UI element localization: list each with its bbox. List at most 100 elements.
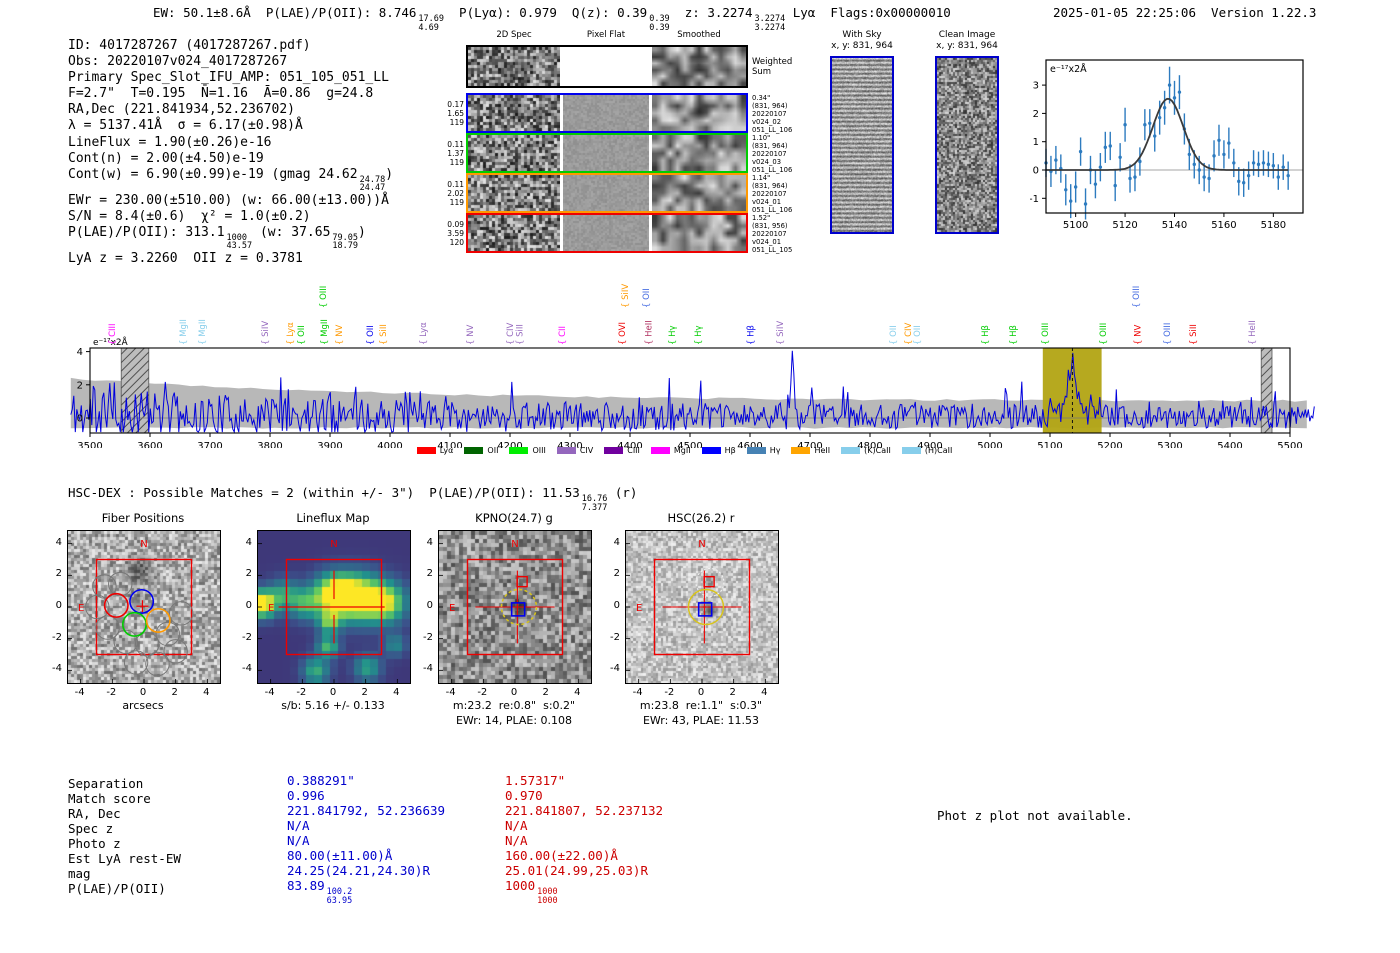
y-tick-label: 2 [426, 568, 433, 580]
emission-line-label: { SiIV [621, 284, 631, 308]
x-tick-label: 0 [697, 687, 705, 698]
summary-text: P(Lyα): 0.979 Q(z): 0.39 [444, 5, 648, 20]
x-tick-label: -2 [296, 687, 307, 698]
y-tick-label: -2 [610, 631, 620, 643]
x-tick-label: 4600 [737, 441, 762, 448]
legend-swatch [509, 447, 529, 454]
x-tick-label: 5120 [1112, 220, 1137, 231]
data-point [1271, 164, 1276, 168]
fraction-top: 24.78 [359, 174, 386, 185]
legend-label: OIII [532, 446, 546, 455]
data-point [1256, 162, 1261, 167]
spec2d-column-header: Smoothed [677, 30, 721, 40]
legend-item: MgII [650, 446, 691, 455]
spectrum-line [70, 350, 1315, 434]
detection-square [510, 602, 526, 617]
info-line: S/N = 8.4(±0.6) χ² = 1.0(±0.2) [68, 209, 393, 225]
emission-line-label: { OVI [618, 322, 628, 345]
data-point [1157, 115, 1162, 120]
emission-line-label: { OII [297, 325, 307, 345]
stacked-fraction: 0.39 0.39 [649, 15, 669, 32]
x-tick-label: 3500 [77, 441, 102, 448]
info-line: LyA z = 3.2260 OII z = 0.3781 [68, 251, 393, 267]
detection-info-block: ID: 4017287267 (4017287267.pdf) Obs: 2022… [68, 38, 393, 267]
legend-label: Lyα [439, 446, 454, 455]
data-point [1246, 173, 1251, 178]
fiber-circle-orange [145, 607, 171, 633]
y-tick-label: 2 [613, 568, 620, 580]
spec2d-panel: 2D Spec Pixel Flat Smoothed Weighted Sum 0.1… [0, 0, 830, 260]
line-fit-inset-plot: 5100 5120 5140 5160 5180 -1 0 1 2 3 e⁻¹⁷x2Å [1030, 59, 1304, 231]
x-tick-label: 5400 [1217, 441, 1242, 448]
legend-label: Hβ [724, 446, 736, 455]
match-cell-text: 25.01(24.99,25.03)R [505, 863, 648, 878]
full-spectrum-plot: 3500 3600 3700 3800 3900 4000 4100 4200 4300 4400… [70, 284, 1315, 448]
x-tick-label: 0 [329, 687, 337, 698]
data-point [1103, 145, 1108, 150]
fraction-top: 100.2 [326, 887, 353, 897]
info-line: Cont(w) = 6.90(±0.99)e-19 (gmag 24.62 24.… [68, 167, 393, 193]
y-tick-label: 0 [77, 414, 83, 425]
info-text: ID: 4017287267 (4017287267.pdf) [68, 38, 311, 53]
spec2d-cell [468, 95, 560, 131]
y-tick-label: 0 [1033, 166, 1039, 177]
pixelflat-cell [563, 47, 649, 86]
spec2d-row [466, 45, 748, 88]
match-table-row-label: Separation [68, 776, 144, 791]
info-text: EWr = 230.00(±510.00) (w: 66.00(±13.00))… [68, 192, 389, 208]
stacked-fraction: 1000 43.57 [227, 234, 253, 251]
emission-line-label: { MgII [320, 319, 330, 345]
legend-label: (H)CaII [924, 446, 953, 455]
x-tick-label: 4500 [677, 441, 702, 448]
data-point [1108, 144, 1112, 148]
spec2d-row [466, 93, 748, 133]
spec2d-row-left-label: 0.09 3.59 120 [447, 220, 464, 247]
emission-line-label: { OIII [1041, 323, 1051, 345]
emission-line-label: { OII [889, 325, 899, 345]
compass-north-label: N [698, 539, 705, 550]
fraction-top: 1000 [226, 232, 248, 243]
cutout-title: HSC(26.2) r [667, 511, 735, 525]
kpno-overlay: NE [439, 539, 579, 683]
x-tick-label: 5000 [977, 441, 1002, 448]
stacked-fraction: 24.78 24.47 [360, 176, 386, 193]
emission-line-label: { CIII [108, 323, 118, 345]
info-text: (w: 37.65 [252, 224, 331, 240]
info-line: Obs: 20220107v024_4017287267 [68, 54, 393, 70]
legend-item: Lyα [416, 446, 454, 455]
data-point [1143, 123, 1147, 127]
fraction-top: 16.76 [581, 494, 608, 504]
spec2d-row-left-label: 0.17 1.65 119 [447, 100, 464, 127]
stacked-fraction: 79.05 18.79 [332, 234, 358, 251]
match-table-row-label: Match score [68, 791, 151, 806]
cutout-xlabel: s/b: 5.16 +/- 0.133 [281, 699, 385, 712]
fraction-top: 0.39 [649, 14, 670, 24]
fraction-bottom: 3.2274 [754, 22, 786, 33]
emission-line-label: { Hβ [1009, 325, 1019, 345]
smoothed-cell [652, 95, 746, 131]
emission-line-label: { NV [1134, 325, 1144, 345]
fiber-circle-red [103, 592, 129, 618]
x-tick-label: 2 [729, 687, 736, 698]
match-table-cell: 221.841807, 52.237132 [505, 803, 663, 818]
emission-line-label: { SiII [379, 324, 389, 345]
neighbor-square [703, 575, 715, 588]
data-point [1078, 149, 1083, 154]
stacked-fraction: 1000 1000 [537, 888, 557, 905]
info-line: Cont(n) = 2.00(±4.50)e-19 [68, 151, 393, 167]
data-point [1148, 121, 1152, 126]
legend-label: (K)CaII [864, 446, 891, 455]
phot-z-note: Phot z plot not available. [937, 808, 1133, 823]
legend-item: OIII [509, 446, 546, 455]
x-tick-label: -2 [477, 687, 488, 698]
legend-swatch [901, 447, 921, 454]
info-line: λ = 5137.41Å σ = 6.17(±0.98)Å [68, 118, 393, 134]
match-cell-text: 1000 [505, 878, 536, 893]
y-tick-label: -4 [242, 663, 252, 675]
emission-line-label: { MgII [179, 319, 189, 345]
info-text: Obs: 20220107v024_4017287267 [68, 54, 288, 70]
fiber-circle-gray [123, 650, 149, 675]
y-tick-label: 1 [1033, 137, 1039, 148]
info-text: P(LAE)/P(OII): 313.1 [68, 224, 225, 240]
data-point [1241, 181, 1246, 185]
